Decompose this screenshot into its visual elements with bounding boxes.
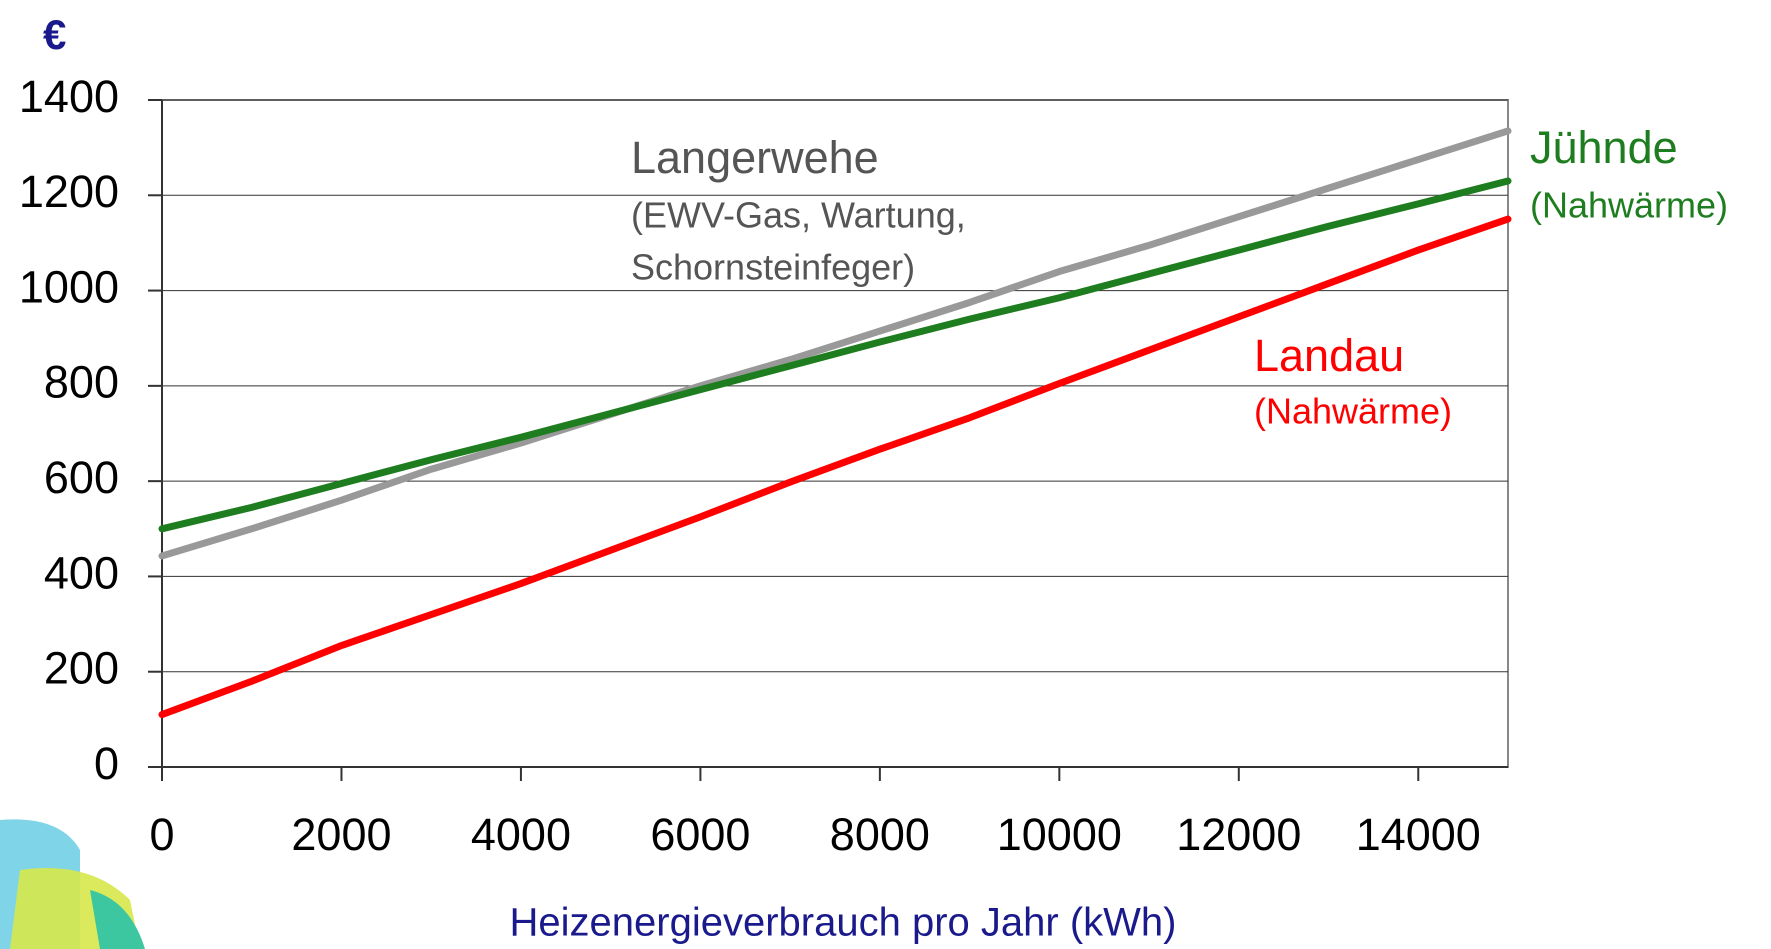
logo [0, 819, 145, 949]
x-tick-label: 8000 [830, 809, 930, 860]
series-label: Jühnde [1530, 122, 1678, 173]
series-note: (Nahwärme) [1530, 185, 1728, 226]
x-tick-label: 12000 [1176, 809, 1301, 860]
y-axis-label: € [43, 11, 66, 58]
y-tick-label: 200 [44, 643, 119, 694]
y-tick-label: 400 [44, 547, 119, 598]
y-tick-label: 0 [94, 738, 119, 789]
series-note: (EWV-Gas, Wartung, [631, 195, 966, 236]
x-tick-label: 2000 [291, 809, 391, 860]
y-tick-label: 1000 [19, 261, 119, 312]
x-axis-label: Heizenergieverbrauch pro Jahr (kWh) [510, 901, 1177, 945]
series-label: Langerwehe [631, 132, 879, 183]
series-note: Schornsteinfeger) [631, 247, 915, 288]
series-line [162, 219, 1508, 714]
x-tick-label: 10000 [997, 809, 1122, 860]
series-note: (Nahwärme) [1254, 391, 1452, 432]
x-tick-label: 14000 [1356, 809, 1481, 860]
series-label: Landau [1254, 330, 1404, 381]
x-tick-label: 6000 [650, 809, 750, 860]
x-tick-label: 0 [149, 809, 174, 860]
y-tick-label: 1200 [19, 166, 119, 217]
y-tick-label: 600 [44, 452, 119, 503]
y-tick-label: 1400 [19, 71, 119, 122]
x-tick-label: 4000 [471, 809, 571, 860]
y-tick-label: 800 [44, 357, 119, 408]
chart: € Heizenergieverbrauch pro Jahr (kWh) 0 2… [0, 0, 1771, 949]
